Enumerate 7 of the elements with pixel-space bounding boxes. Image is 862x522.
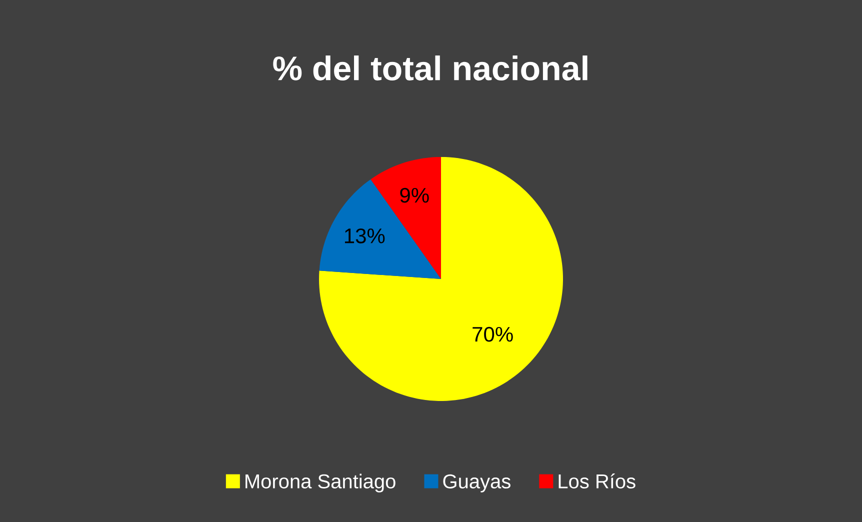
data-label: 70% <box>472 326 513 342</box>
legend-label: Morona Santiago <box>246 474 396 492</box>
legend-label: Guayas <box>443 474 510 492</box>
chart-title: % del total nacional <box>273 56 588 80</box>
data-label: 9% <box>400 188 429 203</box>
data-label: 13% <box>344 228 385 244</box>
legend-label: Los Ríos <box>558 474 636 488</box>
